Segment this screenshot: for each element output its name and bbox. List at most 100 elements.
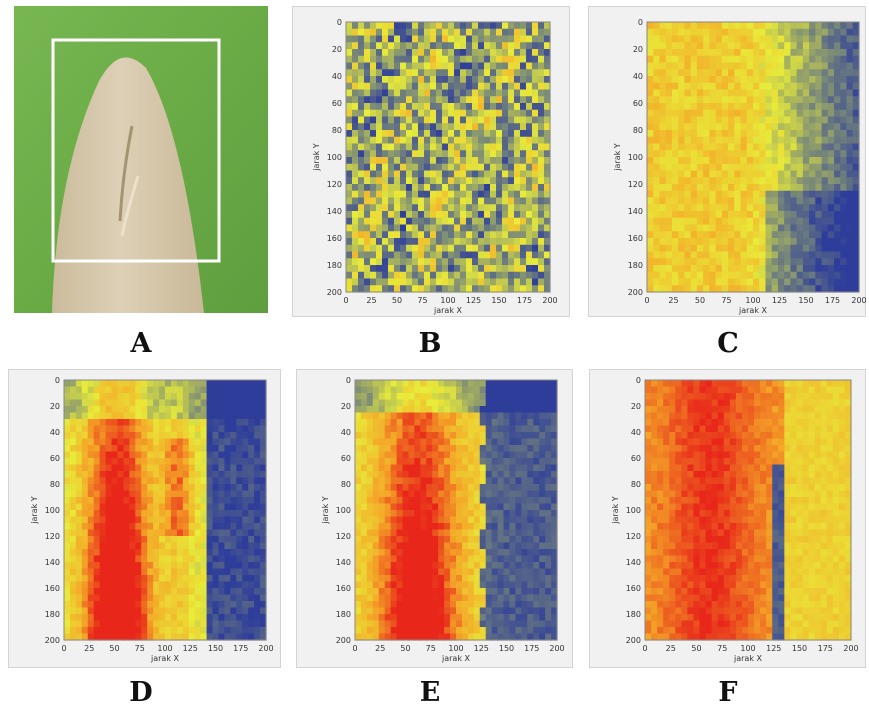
y-tick-label: 140 xyxy=(327,207,342,216)
x-axis-label: jarak X xyxy=(150,654,179,663)
y-tick-label: 200 xyxy=(327,288,342,297)
y-tick-label: 20 xyxy=(631,402,641,411)
heatmap-cells xyxy=(355,380,558,641)
x-tick-label: 175 xyxy=(233,644,248,653)
plot-frame xyxy=(345,21,551,293)
x-tick-label: 150 xyxy=(798,296,813,305)
x-tick-label: 75 xyxy=(417,296,427,305)
heatmap-e: 0 25 50 75 100 125 150 175 200 0 20 40 60 80 100 120 140… xyxy=(297,370,574,669)
leaf-midrib xyxy=(118,125,134,222)
x-tick-label: 100 xyxy=(740,644,755,653)
x-tick-label: 150 xyxy=(792,644,807,653)
x-tick-label: 100 xyxy=(157,644,172,653)
x-tick-label: 25 xyxy=(668,296,678,305)
heatmap-c: 0 25 50 75 100 125 150 175 200 0 20 40 60 80 100 120 140… xyxy=(589,7,867,318)
y-tick-label: 100 xyxy=(626,506,641,515)
y-tick-label: 100 xyxy=(628,153,643,162)
y-tick-label: 80 xyxy=(341,480,351,489)
y-tick-label: 120 xyxy=(628,180,643,189)
heatmap-cells xyxy=(346,22,551,293)
panel-label-d: D xyxy=(129,677,153,708)
y-tick-label: 0 xyxy=(55,376,60,385)
y-tick-label: 200 xyxy=(336,636,351,645)
heatmap-f: 0 25 50 75 100 125 150 175 200 0 20 40 60 80 100 120 140… xyxy=(590,370,867,669)
heatmap-b: 0 25 50 75 100 125 150 175 200 0 20 40 60 80 100 120 140… xyxy=(293,7,571,318)
y-tick-label: 160 xyxy=(327,234,342,243)
x-tick-label: 200 xyxy=(542,296,557,305)
y-tick-label: 180 xyxy=(45,610,60,619)
y-tick-label: 40 xyxy=(332,72,342,81)
y-tick-label: 120 xyxy=(327,180,342,189)
y-tick-label: 120 xyxy=(336,532,351,541)
heatmap-d: 0 25 50 75 100 125 150 175 200 0 20 40 60 80 100 120 140… xyxy=(9,370,282,669)
x-tick-label: 50 xyxy=(695,296,705,305)
panel-label-f: F xyxy=(718,677,738,708)
x-axis-label: jarak X xyxy=(733,654,762,663)
y-tick-label: 60 xyxy=(633,99,643,108)
x-tick-label: 150 xyxy=(491,296,506,305)
heatmap-panel-b: 0 25 50 75 100 125 150 175 200 0 20 40 60 80 100 120 140… xyxy=(292,6,570,317)
y-tick-label: 40 xyxy=(633,72,643,81)
y-tick-label: 40 xyxy=(50,428,60,437)
y-tick-label: 120 xyxy=(45,532,60,541)
x-tick-label: 50 xyxy=(691,644,701,653)
y-tick-label: 200 xyxy=(628,288,643,297)
y-tick-label: 20 xyxy=(50,402,60,411)
x-tick-label: 0 xyxy=(343,296,348,305)
x-tick-label: 175 xyxy=(517,296,532,305)
x-axis-label: jarak X xyxy=(441,654,470,663)
x-tick-label: 100 xyxy=(440,296,455,305)
panel-label-b: B xyxy=(418,328,442,359)
heatmap-cells xyxy=(647,22,860,293)
y-tick-label: 180 xyxy=(626,610,641,619)
y-tick-label: 80 xyxy=(631,480,641,489)
x-tick-label: 125 xyxy=(183,644,198,653)
heatmap-svg-d: 0 25 50 75 100 125 150 175 200020406080100120140… xyxy=(30,376,274,663)
x-tick-label: 0 xyxy=(644,296,649,305)
y-tick-label: 140 xyxy=(626,558,641,567)
leaf-vein xyxy=(120,175,140,237)
heatmap-svg-c: 0 25 50 75 100 125 150 175 200020406080100120140… xyxy=(613,18,867,315)
y-tick-label: 160 xyxy=(628,234,643,243)
y-tick-label: 180 xyxy=(327,261,342,270)
plot-frame xyxy=(354,379,558,641)
x-tick-label: 75 xyxy=(721,296,731,305)
leaf-photo-panel-a xyxy=(14,6,268,313)
x-tick-label: 50 xyxy=(400,644,410,653)
y-tick-label: 100 xyxy=(45,506,60,515)
y-tick-label: 60 xyxy=(50,454,60,463)
plot-frame xyxy=(644,379,852,641)
y-tick-label: 160 xyxy=(336,584,351,593)
leaf-shape xyxy=(52,57,204,313)
y-tick-label: 160 xyxy=(626,584,641,593)
heatmap-svg-e: 0 25 50 75 100 125 150 175 200020406080100120140… xyxy=(321,376,565,663)
heatmap-panel-c: 0 25 50 75 100 125 150 175 200 0 20 40 60 80 100 120 140… xyxy=(588,6,867,318)
y-tick-label: 0 xyxy=(337,18,342,27)
x-tick-label: 175 xyxy=(818,644,833,653)
y-tick-label: 180 xyxy=(628,261,643,270)
y-axis-label: jarak Y xyxy=(613,143,622,171)
x-tick-label: 150 xyxy=(208,644,223,653)
y-tick-label: 140 xyxy=(45,558,60,567)
y-tick-label: 100 xyxy=(336,506,351,515)
y-axis-label: jarak Y xyxy=(312,143,321,171)
x-tick-label: 75 xyxy=(717,644,727,653)
y-tick-label: 0 xyxy=(638,18,643,27)
y-tick-label: 40 xyxy=(631,428,641,437)
y-axis-label: jarak Y xyxy=(321,496,330,524)
x-tick-label: 175 xyxy=(825,296,840,305)
heatmap-panel-e: 0 25 50 75 100 125 150 175 200 0 20 40 60 80 100 120 140… xyxy=(296,369,573,668)
y-tick-label: 80 xyxy=(633,126,643,135)
plot-frame xyxy=(63,379,267,641)
heatmap-panel-f: 0 25 50 75 100 125 150 175 200 0 20 40 60 80 100 120 140… xyxy=(589,369,866,668)
y-axis-label: jarak Y xyxy=(30,496,39,524)
y-tick-label: 180 xyxy=(336,610,351,619)
x-tick-label: 50 xyxy=(392,296,402,305)
plot-frame xyxy=(646,21,860,293)
y-tick-label: 20 xyxy=(633,45,643,54)
panel-label-c: C xyxy=(717,328,739,359)
x-axis-label: jarak X xyxy=(738,306,767,315)
y-axis-label: jarak Y xyxy=(611,496,620,524)
x-tick-label: 0 xyxy=(61,644,66,653)
x-tick-label: 25 xyxy=(84,644,94,653)
